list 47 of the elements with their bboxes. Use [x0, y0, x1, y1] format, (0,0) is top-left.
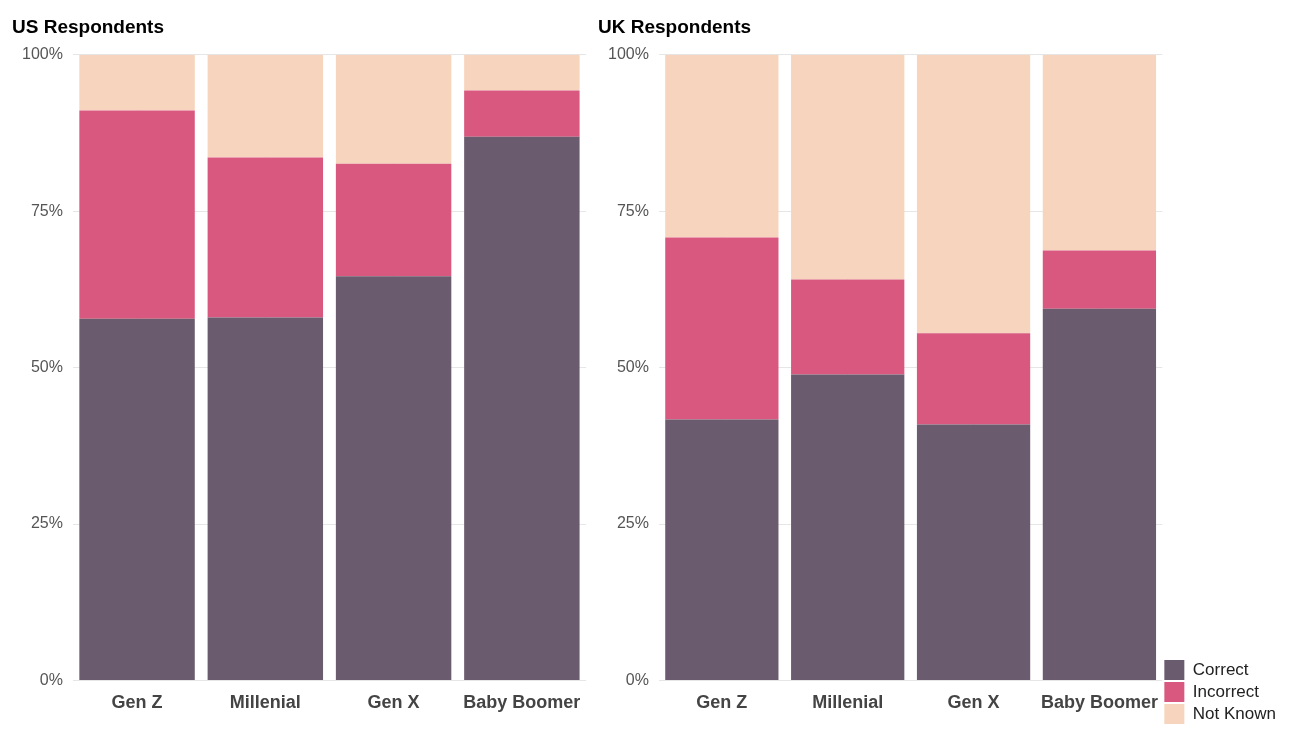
- bar: [207, 317, 324, 680]
- bar: [79, 110, 195, 319]
- bar: [1042, 308, 1157, 680]
- bar: [791, 54, 905, 280]
- y-tick-label: 25%: [30, 514, 63, 532]
- y-tick-label: 0%: [39, 670, 63, 688]
- y-tick-label: 0%: [625, 670, 649, 688]
- x-tick-label: Millenial: [812, 692, 884, 713]
- legend-label: Not Known: [1192, 703, 1277, 723]
- x-tick-label: Millenial: [229, 692, 301, 713]
- bar: [665, 419, 779, 680]
- bar: [1042, 54, 1157, 251]
- y-tick-label: 25%: [616, 514, 649, 532]
- bar: [791, 279, 905, 375]
- legend-label: Incorrect: [1192, 681, 1260, 701]
- bar: [464, 90, 580, 137]
- x-tick-label: Baby Boomer: [1040, 692, 1158, 713]
- bar: [335, 276, 452, 680]
- x-tick-label: Gen X: [947, 692, 1000, 713]
- x-tick-label: Gen X: [367, 692, 420, 713]
- bar: [916, 54, 1031, 334]
- x-tick-label: Baby Boomer: [463, 692, 581, 713]
- bar: [665, 54, 779, 238]
- bar: [464, 54, 580, 91]
- bar: [464, 136, 580, 680]
- y-tick-label: 100%: [22, 45, 63, 63]
- bar: [207, 54, 324, 158]
- y-tick-label: 50%: [30, 358, 63, 376]
- bar: [79, 318, 195, 680]
- y-tick-label: 100%: [608, 45, 649, 63]
- bar: [665, 237, 779, 420]
- bar: [335, 163, 452, 277]
- bar: [791, 374, 905, 680]
- bar: [207, 157, 324, 318]
- legend-label: Correct: [1192, 659, 1249, 679]
- bar: [79, 54, 195, 111]
- bar: [1042, 250, 1157, 309]
- y-tick-label: 75%: [616, 201, 649, 219]
- bar: [916, 333, 1031, 425]
- x-tick-label: Gen Z: [696, 692, 748, 713]
- y-tick-label: 75%: [30, 201, 63, 219]
- chart-title: US Respondents: [12, 15, 165, 37]
- bar: [916, 424, 1031, 680]
- bar: [335, 54, 452, 164]
- y-tick-label: 50%: [616, 358, 649, 376]
- x-tick-label: Gen Z: [111, 692, 163, 713]
- chart-title: UK Respondents: [598, 15, 752, 37]
